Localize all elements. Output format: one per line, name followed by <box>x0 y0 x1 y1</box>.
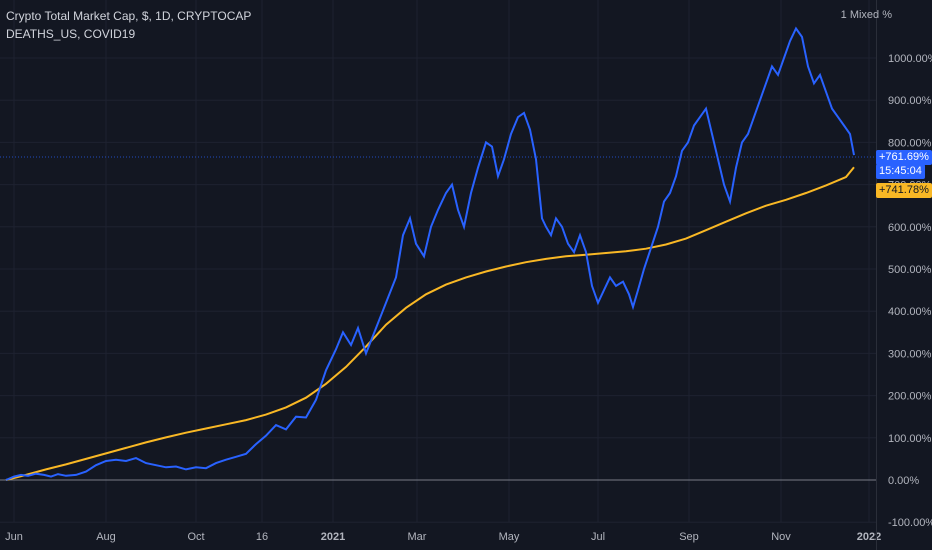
y-tick-label: 300.00% <box>888 348 932 360</box>
x-tick-label: May <box>499 531 520 543</box>
y-tick-label: 800.00% <box>888 137 932 149</box>
x-tick-label: Sep <box>679 531 699 543</box>
main-last-value-badge: +761.69% <box>876 150 932 165</box>
y-tick-label: 600.00% <box>888 222 932 234</box>
y-tick-label: 0.00% <box>888 475 919 487</box>
y-tick-label: 100.00% <box>888 433 932 445</box>
x-tick-label: Jul <box>591 531 605 543</box>
x-tick-label: 2022 <box>857 531 881 543</box>
compare-symbol-legend[interactable]: DEATHS_US, COVID19 <box>6 27 136 41</box>
y-tick-label: 500.00% <box>888 264 932 276</box>
y-tick-label: 900.00% <box>888 95 932 107</box>
price-axis-divider <box>876 0 877 550</box>
x-axis: Jun Aug Oct 16 2021 Mar May Jul Sep Nov 2022 <box>5 531 881 543</box>
x-tick-label: Mar <box>408 531 427 543</box>
x-tick-label: 16 <box>256 531 268 543</box>
compare-series-path <box>5 166 855 481</box>
x-tick-label: 2021 <box>321 531 345 543</box>
y-tick-label: -100.00% <box>888 517 932 529</box>
grid-lines <box>0 0 876 523</box>
y-tick-label: 200.00% <box>888 391 932 403</box>
main-series-path <box>5 26 855 481</box>
compare-series-line <box>5 166 855 481</box>
x-tick-label: Nov <box>771 531 791 543</box>
y-tick-label: 400.00% <box>888 306 932 318</box>
bar-countdown-badge: 15:45:04 <box>876 164 925 179</box>
main-series-line <box>5 26 855 481</box>
zero-line <box>0 156 876 481</box>
x-tick-label: Oct <box>187 531 204 543</box>
x-tick-label: Jun <box>5 531 23 543</box>
compare-last-value-badge: +741.78% <box>876 183 932 198</box>
x-tick-label: Aug <box>96 531 116 543</box>
main-symbol-legend[interactable]: Crypto Total Market Cap, $, 1D, CRYPTOCA… <box>6 9 252 23</box>
scale-mode-label[interactable]: 1 Mixed % <box>840 9 892 21</box>
y-tick-label: 1000.00% <box>888 53 932 65</box>
y-axis: -100.00% 0.00% 100.00% 200.00% 300.00% 400.00… <box>888 53 932 529</box>
